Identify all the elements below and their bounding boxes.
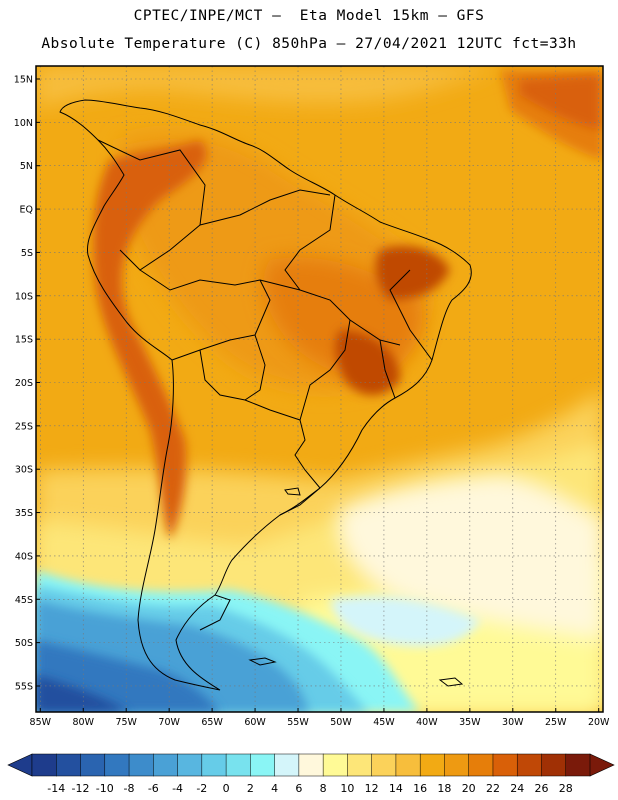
colorbar-swatch bbox=[104, 753, 130, 777]
chart-subtitle: Absolute Temperature (C) 850hPa – 27/04/… bbox=[41, 36, 577, 52]
colorbar-label: 28 bbox=[559, 782, 573, 795]
map-frame bbox=[35, 65, 604, 713]
colorbar-swatch bbox=[274, 753, 300, 777]
longitude-labels: 85W 80W 75W 70W 65W 60W 55W 50W 45W 40W 35W 30W 25W 2… bbox=[30, 708, 610, 728]
colorbar-label: 14 bbox=[389, 782, 403, 795]
lon-label: 30W bbox=[502, 717, 524, 728]
lon-label: 60W bbox=[244, 717, 266, 728]
colorbar-label: 4 bbox=[271, 782, 278, 795]
colorbar-swatch bbox=[250, 753, 276, 777]
colorbar-swatch bbox=[468, 753, 494, 777]
lat-label: 25S bbox=[15, 421, 33, 432]
colorbar-label: 26 bbox=[534, 782, 548, 795]
colorbar-swatch bbox=[298, 753, 324, 777]
colorbar-swatch bbox=[516, 753, 543, 777]
colorbar-label: -8 bbox=[124, 782, 135, 795]
lat-label: 15S bbox=[15, 335, 33, 346]
chart-title: CPTEC/INPE/MCT – Eta Model 15km – GFS bbox=[133, 8, 485, 24]
colorbar-label: 20 bbox=[462, 782, 476, 795]
colorbar-swatch bbox=[225, 753, 251, 777]
colorbar-label: -14 bbox=[47, 782, 65, 795]
colorbar-swatch bbox=[128, 753, 154, 777]
lat-lon-grid bbox=[36, 66, 603, 712]
lat-label: 10N bbox=[14, 118, 33, 129]
lat-label: 15N bbox=[14, 75, 33, 86]
colorbar-label: 6 bbox=[295, 782, 302, 795]
colorbar-swatch bbox=[56, 753, 82, 777]
colorbar-swatch bbox=[371, 753, 397, 777]
lon-label: 70W bbox=[158, 717, 180, 728]
lon-label: 55W bbox=[287, 717, 309, 728]
colorbar bbox=[7, 753, 615, 777]
colorbar-swatch bbox=[541, 753, 567, 777]
colorbar-swatch bbox=[565, 753, 591, 777]
colorbar-label: 18 bbox=[437, 782, 451, 795]
colorbar-label: 10 bbox=[340, 782, 354, 795]
colorbar-swatch bbox=[80, 753, 106, 777]
lon-label: 25W bbox=[545, 717, 567, 728]
colorbar-label: -10 bbox=[96, 782, 114, 795]
colorbar-max-arrow bbox=[589, 753, 615, 777]
colorbar-label: 2 bbox=[247, 782, 254, 795]
lon-label: 75W bbox=[115, 717, 137, 728]
lat-label: 45S bbox=[15, 595, 33, 606]
lon-label: 65W bbox=[201, 717, 223, 728]
lat-label: 55S bbox=[15, 681, 33, 692]
colorbar-labels: -14 -12 -10 -8 -6 -4 -2 0 2 4 6 8 10 12 14 16 18 20 22 24 26… bbox=[47, 782, 572, 795]
lat-label: 35S bbox=[15, 508, 33, 519]
lat-label: 30S bbox=[15, 465, 33, 476]
colorbar-label: -12 bbox=[72, 782, 90, 795]
lat-label: 5N bbox=[20, 161, 33, 172]
latitude-labels: 15N 10N 5N EQ 5S 10S 15S 20S 25S 30S 35S 40S 45S 50S 5… bbox=[14, 75, 40, 692]
lon-label: 40W bbox=[416, 717, 438, 728]
lon-label: 20W bbox=[588, 717, 610, 728]
lon-label: 80W bbox=[73, 717, 95, 728]
lat-label: 50S bbox=[15, 638, 33, 649]
colorbar-label: -4 bbox=[172, 782, 183, 795]
colorbar-label: 12 bbox=[365, 782, 379, 795]
coastline-borders bbox=[59, 99, 472, 691]
lon-label: 50W bbox=[330, 717, 352, 728]
colorbar-swatch bbox=[322, 753, 348, 777]
colorbar-label: 22 bbox=[486, 782, 500, 795]
colorbar-label: 16 bbox=[413, 782, 427, 795]
colorbar-swatch bbox=[347, 753, 373, 777]
colorbar-label: 24 bbox=[510, 782, 524, 795]
colorbar-swatch bbox=[201, 753, 227, 777]
colorbar-swatch bbox=[31, 753, 57, 777]
colorbar-min-arrow bbox=[7, 753, 33, 777]
colorbar-label: -6 bbox=[148, 782, 159, 795]
lat-label: 5S bbox=[21, 248, 33, 259]
lat-label: EQ bbox=[20, 205, 33, 216]
colorbar-label: 0 bbox=[223, 782, 230, 795]
colorbar-swatch bbox=[419, 753, 445, 777]
lon-label: 45W bbox=[373, 717, 395, 728]
colorbar-swatch bbox=[444, 753, 470, 777]
colorbar-label: -2 bbox=[196, 782, 207, 795]
temperature-field bbox=[36, 66, 603, 712]
colorbar-swatch bbox=[492, 753, 518, 777]
colorbar-swatch bbox=[395, 753, 421, 777]
lat-label: 10S bbox=[15, 291, 33, 302]
lat-label: 40S bbox=[15, 551, 33, 562]
lon-label: 35W bbox=[459, 717, 481, 728]
colorbar-swatch bbox=[177, 753, 203, 777]
lon-label: 85W bbox=[30, 717, 52, 728]
lat-label: 20S bbox=[15, 378, 33, 389]
colorbar-swatch bbox=[153, 753, 179, 777]
colorbar-label: 8 bbox=[320, 782, 327, 795]
